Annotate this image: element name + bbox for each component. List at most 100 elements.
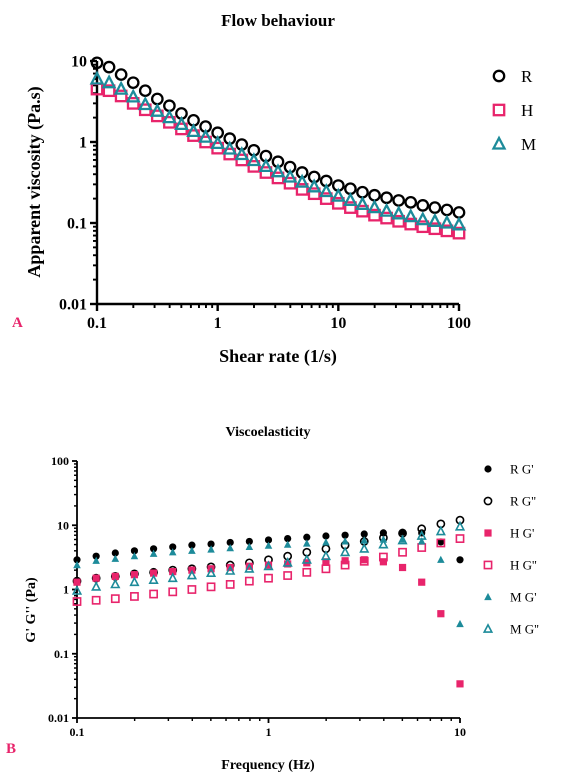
data-point: [428, 222, 442, 236]
data-point: [331, 187, 346, 202]
data-point: [451, 216, 467, 231]
data-point: [92, 552, 100, 560]
data-point: [380, 211, 393, 225]
data-point: [167, 572, 178, 583]
data-point: [435, 525, 446, 536]
data-point: [111, 554, 120, 562]
data-point: [126, 76, 140, 90]
data-point: [452, 206, 466, 219]
data-point: [244, 576, 254, 586]
data-point: [226, 538, 234, 547]
data-point: [360, 530, 368, 538]
series-m-g-prime: [73, 535, 464, 628]
data-point: [169, 543, 177, 551]
data-point: [72, 597, 82, 606]
data-point: [341, 531, 349, 539]
data-point: [206, 582, 216, 592]
flow-title: Flow behaviour: [221, 11, 335, 30]
data-point: [344, 201, 357, 214]
data-point: [89, 70, 105, 85]
data-points: [89, 56, 467, 240]
data-point: [322, 532, 330, 540]
x-tick-label: 0.1: [70, 725, 85, 739]
data-point: [417, 543, 427, 552]
data-point: [303, 539, 311, 547]
flow-behaviour-panel: Flow behaviour A Shear rate (1/s) Appare…: [12, 11, 536, 367]
data-point: [245, 537, 253, 546]
data-point: [247, 160, 261, 173]
data-point: [188, 541, 196, 549]
data-point: [428, 201, 442, 214]
data-point: [282, 168, 298, 183]
data-point: [264, 561, 273, 569]
data-point: [101, 74, 117, 89]
data-point: [378, 538, 389, 549]
data-point: [150, 92, 164, 106]
data-point: [404, 195, 418, 209]
legend-label-r: R: [521, 67, 533, 86]
data-point: [73, 578, 81, 586]
legend-marker-h: [492, 103, 506, 117]
x-tick-label: 10: [454, 725, 466, 739]
data-point: [222, 140, 238, 155]
data-point: [378, 552, 388, 562]
y-tick-label: 10: [57, 518, 69, 532]
y-tick-label: 0.1: [54, 647, 69, 661]
data-point: [284, 534, 292, 543]
viscoelasticity-title: Viscoelasticity: [225, 425, 310, 440]
data-point: [436, 538, 446, 548]
series-m-g-dprime: [71, 520, 466, 595]
data-point: [210, 135, 225, 150]
y-tick-label: 1: [63, 583, 69, 597]
data-point: [282, 556, 293, 567]
data-point: [404, 217, 418, 231]
data-points: [71, 515, 466, 688]
data-point: [198, 128, 214, 143]
data-point: [225, 580, 235, 589]
x-tick-label: 10: [330, 315, 346, 332]
data-point: [437, 555, 445, 563]
data-point: [341, 537, 349, 545]
data-point: [427, 212, 443, 227]
data-point: [149, 549, 158, 557]
data-point: [319, 192, 333, 205]
data-point: [302, 567, 312, 577]
legend: RHM: [491, 67, 536, 154]
data-point: [91, 580, 102, 591]
data-point: [416, 199, 430, 212]
data-point: [355, 195, 370, 210]
data-point: [168, 587, 178, 597]
data-point: [284, 560, 292, 568]
data-point: [207, 540, 215, 548]
data-point: [205, 567, 217, 578]
data-point: [331, 196, 345, 210]
data-point: [440, 224, 454, 238]
data-point: [307, 187, 321, 201]
data-point: [92, 556, 100, 564]
data-point: [148, 574, 159, 585]
data-point: [264, 541, 273, 549]
legend-label-h: H: [521, 101, 533, 120]
data-point: [271, 171, 285, 185]
data-point: [73, 560, 81, 569]
y-axis-label: Apparent viscosity (Pa.s): [24, 86, 45, 277]
data-point: [416, 530, 427, 540]
data-point: [259, 166, 273, 179]
data-point: [258, 157, 274, 173]
data-point: [264, 536, 273, 544]
data-point: [129, 576, 140, 587]
data-point: [403, 208, 419, 223]
data-point: [207, 545, 215, 553]
y-axis-label: G' G'' (Pa): [24, 577, 39, 643]
data-point: [114, 89, 128, 103]
data-point: [301, 553, 312, 564]
data-point: [244, 562, 255, 573]
data-point: [455, 534, 465, 543]
data-point: [91, 595, 101, 605]
y-tick-label: 10: [71, 54, 87, 71]
data-point: [138, 84, 152, 98]
data-point: [418, 578, 426, 586]
